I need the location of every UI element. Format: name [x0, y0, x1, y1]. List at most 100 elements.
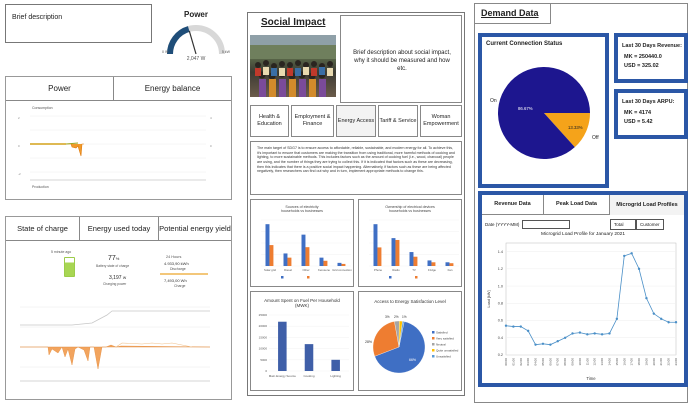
- load-xtick-label: 13:00: [600, 358, 604, 366]
- load-point: [660, 317, 663, 321]
- load-xtick-label: 17:00: [630, 358, 634, 366]
- social-impact-description-box: Brief description about social impact, w…: [340, 15, 462, 103]
- svg-text:-2: -2: [18, 172, 21, 176]
- energy-access-text-box: The main target of SDG7 is to ensure acc…: [250, 141, 462, 195]
- arpu-title: Last 30 Days ARPU:: [622, 99, 675, 105]
- tab-microgrid-load-profiles[interactable]: Microgrid Load Profiles: [610, 195, 684, 215]
- energy-discharge-label: Discharge: [170, 267, 186, 271]
- power-panel: Power Energy balance Consumption 2 0 -2 …: [5, 76, 232, 200]
- charging-power-label: Charging power: [103, 282, 127, 286]
- c2-xtick-label: Phone: [374, 268, 383, 272]
- tab-power[interactable]: Power: [6, 77, 114, 101]
- tab-employment-finance[interactable]: Employment & Finance: [291, 105, 334, 137]
- toggle-customer[interactable]: Customer: [636, 219, 664, 230]
- c1-bar: [337, 262, 342, 266]
- load-xtick-label: 11:00: [585, 358, 589, 366]
- c2-bar: [391, 238, 396, 266]
- load-point: [608, 332, 611, 335]
- production-caption: Production: [32, 185, 49, 189]
- load-xtick-label: 22:00: [667, 358, 671, 366]
- c1-bar: [301, 234, 306, 266]
- load-point: [556, 340, 559, 343]
- load-profile-panel: Revenue Data Peak Load Data Microgrid Lo…: [478, 191, 688, 387]
- toggle-total[interactable]: Total: [610, 219, 636, 230]
- energy-access-paragraph: The main target of SDG7 is to ensure acc…: [257, 146, 455, 174]
- tab-health-education[interactable]: Health & Education: [250, 105, 289, 137]
- off-label: Off: [592, 135, 599, 141]
- charging-power: 3,197 W: [109, 275, 127, 281]
- load-point: [563, 336, 567, 339]
- tab-revenue-data[interactable]: Revenue Data: [482, 195, 544, 215]
- c2-bar: [409, 252, 414, 266]
- energy-hours: 24 Hours: [166, 255, 182, 259]
- load-point: [512, 325, 515, 328]
- social-impact-panel: Social Impact Brief description about so…: [247, 12, 465, 396]
- c3-xtick-label: Cooking: [303, 374, 314, 378]
- chart4-title: Access to Energy Satisfaction Level: [374, 299, 446, 304]
- brief-description: Brief description: [12, 14, 63, 21]
- load-point: [526, 329, 530, 333]
- load-point: [630, 252, 633, 255]
- c1-bar: [319, 257, 324, 266]
- tab-state-of-charge[interactable]: State of charge: [6, 217, 80, 241]
- c4-legend-swatch: [432, 355, 435, 358]
- load-xtick-label: 02:00: [519, 358, 523, 366]
- off-percent-label: 13.33%: [568, 125, 583, 130]
- chart2-svg: Phone Radio TV Fridge Fan: [369, 219, 459, 279]
- load-xtick-label: 06:00: [548, 358, 552, 366]
- load-xtick-label: 00:00: [504, 358, 508, 366]
- energy-charge-label: Charge: [174, 284, 186, 288]
- load-profile-chart: 0.2 0.4 0.6 0.8 1.0 1.2 1.4 00:00 01:00 02:00 03:0…: [487, 242, 678, 381]
- on-percent-label: 86.67%: [518, 106, 533, 111]
- c1-xtick-label: Diesel: [284, 268, 292, 272]
- date-input[interactable]: [522, 220, 570, 229]
- pie-slice-off: [544, 113, 590, 148]
- tab-energy-balance[interactable]: Energy balance: [114, 77, 231, 101]
- c1-bar: [305, 247, 310, 266]
- load-xtick-label: 08:00: [563, 358, 567, 366]
- load-point: [571, 332, 574, 335]
- arpu-mk: MK = 4174: [624, 110, 652, 116]
- arpu-panel: Last 30 Days ARPU: MK = 4174 USD = 5.42: [614, 89, 688, 139]
- c1-legend-swatch: [307, 276, 310, 279]
- c4-legend-label: Neutral: [436, 342, 446, 346]
- c3-ytick-label: 10000: [259, 347, 268, 351]
- brief-description-panel: Brief description: [5, 4, 152, 43]
- load-xtick-label: 14:00: [607, 358, 611, 366]
- c4-slice: [374, 321, 426, 374]
- tab-tariff-service[interactable]: Tariff & Service: [378, 105, 418, 137]
- c2-xtick-label: Fridge: [428, 268, 436, 272]
- fuel-spend-chart: Amount Spent on Fuel Per Household (MWK)…: [250, 291, 354, 391]
- tab-energy-used-today[interactable]: Energy used today: [80, 217, 159, 241]
- load-xtick-label: 18:00: [637, 358, 641, 366]
- revenue-title: Last 30 Days Revenue:: [622, 43, 682, 49]
- c2-bar: [431, 262, 436, 266]
- tab-potential-energy-yield[interactable]: Potential energy yield: [159, 217, 231, 241]
- c4-pct-label: 2%: [394, 315, 399, 319]
- ownership-devices-chart: Ownership of electrical devices househol…: [358, 199, 462, 287]
- state-of-charge-panel: State of charge Energy used today Potent…: [5, 216, 232, 400]
- gauge-needle: [188, 30, 197, 55]
- c2-bar: [377, 247, 382, 266]
- load-xtick-label: 09:00: [571, 358, 575, 366]
- load-xtick-label: 20:00: [652, 358, 656, 366]
- svg-text:0: 0: [18, 144, 20, 148]
- c1-bar: [287, 257, 292, 266]
- c4-legend-swatch: [432, 349, 435, 352]
- c1-bar: [341, 263, 346, 266]
- c2-legend-swatch: [389, 276, 392, 279]
- tab-woman-empowerment[interactable]: Woman Empowerment: [420, 105, 462, 137]
- load-point: [549, 343, 552, 346]
- tab-peak-load-data[interactable]: Peak Load Data: [544, 195, 610, 215]
- load-xtick-label: 23:00: [674, 358, 678, 366]
- c4-slice: [398, 321, 405, 348]
- load-point: [652, 312, 656, 315]
- tab-energy-access[interactable]: Energy Access: [336, 105, 376, 137]
- battery-icon: [64, 257, 75, 277]
- c3-ytick-label: 20000: [259, 324, 268, 328]
- chart3-svg: 0 5000 10000 15000 20000 25000 Main Energy Sou…: [259, 313, 349, 378]
- c3-ytick-label: 15000: [259, 335, 268, 339]
- c4-pct-label: 66%: [409, 358, 416, 362]
- load-ylabel: Load [kW]: [487, 290, 491, 307]
- consumption-caption: Consumption: [32, 106, 53, 110]
